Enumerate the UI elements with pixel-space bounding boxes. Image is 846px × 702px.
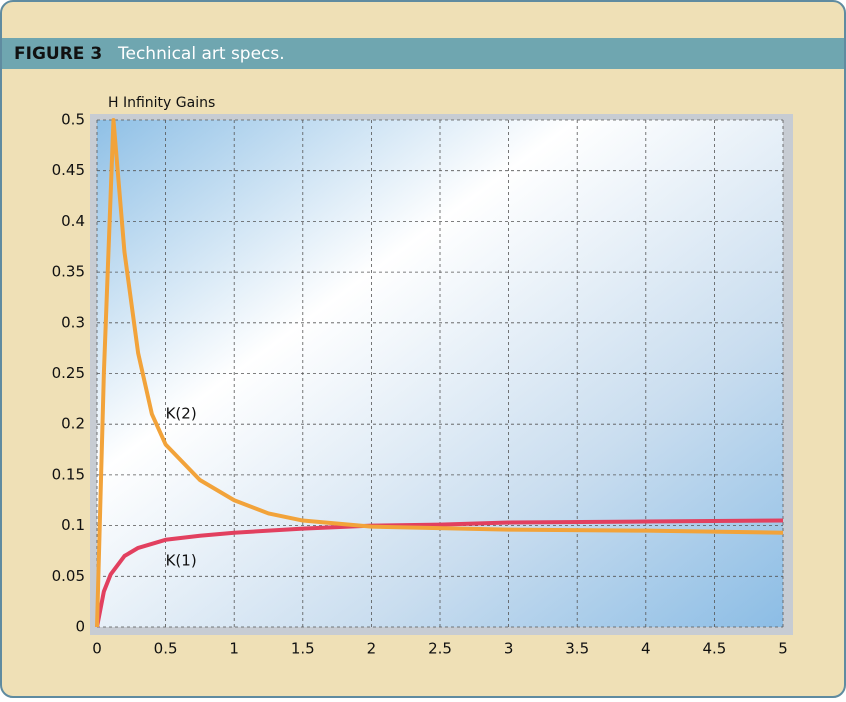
header-bar xyxy=(2,38,844,69)
annotation: K(1) xyxy=(166,552,197,570)
x-tick-label: 0 xyxy=(92,640,102,658)
x-tick-label: 2.5 xyxy=(428,640,452,658)
y-tick-label: 0.35 xyxy=(52,263,85,281)
series-line xyxy=(95,518,784,628)
y-tick-label: 0.1 xyxy=(61,516,85,534)
x-tick-label: 3 xyxy=(504,640,514,658)
y-tick-label: 0.3 xyxy=(61,313,85,331)
y-tick-label: 0.2 xyxy=(61,415,85,433)
x-tick-label: 4.5 xyxy=(702,640,726,658)
plot: 0 0.05 0.1 0.15 0.2 0.25 0.3 0.35 0.4 0.45 0.5 0 0.5… xyxy=(52,111,788,658)
x-tick-label: 3.5 xyxy=(565,640,589,658)
y-axis-label: H Infinity Gains xyxy=(108,95,215,111)
y-tick-label: 0.25 xyxy=(52,364,85,382)
figure-label: FIGURE 3 xyxy=(14,44,102,64)
y-tick-label: 0.5 xyxy=(61,111,85,129)
y-tick-label: 0 xyxy=(75,618,85,636)
y-tick-label: 0.15 xyxy=(52,465,85,483)
x-tick-label: 2 xyxy=(367,640,377,658)
x-tick-label: 5 xyxy=(778,640,788,658)
annotation: K(2) xyxy=(166,405,197,423)
x-tick-label: 4 xyxy=(641,640,651,658)
series-line xyxy=(95,118,784,628)
x-tick-label: 1.5 xyxy=(291,640,315,658)
y-tick-label: 0.4 xyxy=(61,212,85,230)
x-tick-label: 1 xyxy=(229,640,239,658)
y-tick-label: 0.45 xyxy=(52,161,85,179)
figure-caption: Technical art specs. xyxy=(117,44,285,64)
y-tick-label: 0.05 xyxy=(52,567,85,585)
x-tick-label: 0.5 xyxy=(154,640,178,658)
